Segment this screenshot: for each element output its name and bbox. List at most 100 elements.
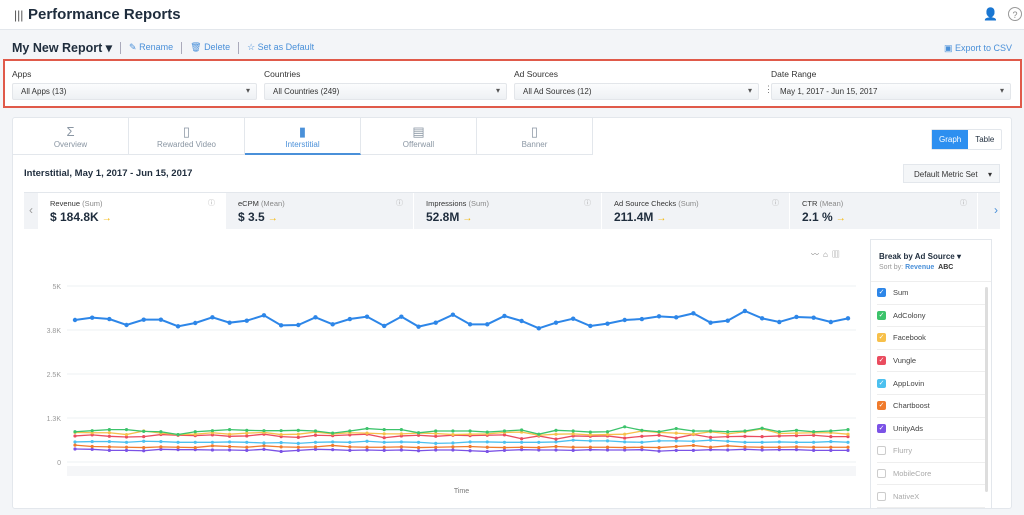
divider xyxy=(120,41,122,54)
data-point-facebook xyxy=(296,432,300,436)
sort-revenue[interactable]: Revenue xyxy=(905,264,935,271)
menu-icon[interactable]: ||| xyxy=(14,8,24,22)
tab-rewarded-video[interactable]: ▯ Rewarded Video xyxy=(129,118,245,155)
data-point-vungle xyxy=(73,434,77,438)
chevron-right-icon[interactable]: › xyxy=(994,203,998,217)
data-point-adcolony xyxy=(279,429,283,433)
data-point-vungle xyxy=(743,434,747,438)
data-point-sum xyxy=(124,322,129,328)
data-point-applovin xyxy=(468,440,472,444)
data-point-unityads xyxy=(365,448,369,452)
checkbox[interactable]: ✓ xyxy=(877,378,886,388)
info-icon[interactable]: ⓘ xyxy=(960,200,967,207)
data-point-facebook xyxy=(228,432,232,436)
data-point-adcolony xyxy=(193,430,197,434)
tab-overview[interactable]: Σ Overview xyxy=(13,118,129,155)
data-point-applovin xyxy=(726,439,730,443)
data-point-sum xyxy=(313,315,318,320)
checkbox[interactable]: ✓ xyxy=(877,401,886,411)
line-chart-icon[interactable]: 〰 xyxy=(811,250,823,259)
data-point-unityads xyxy=(279,449,283,454)
tab-banner[interactable]: ▯ Banner xyxy=(477,118,593,155)
delete-button[interactable]: 🗑 Delete xyxy=(190,42,231,52)
help-icon[interactable]: ? xyxy=(1008,7,1022,21)
legend-label: NativeX xyxy=(893,491,920,501)
data-point-facebook xyxy=(434,431,438,436)
checkbox[interactable]: ✓ xyxy=(877,423,886,433)
data-point-applovin xyxy=(279,441,283,445)
data-point-chartboost xyxy=(296,445,300,449)
legend-item-mobilecore[interactable]: MobileCore xyxy=(877,463,985,486)
date-range-select[interactable]: May 1, 2017 - Jun 15, 2017 xyxy=(771,83,1011,100)
metric-card-ecpm[interactable]: eCPM (Mean) $ 3.5 → ⓘ xyxy=(226,193,414,230)
bar-chart-icon[interactable]: ▥ xyxy=(831,250,844,259)
checkbox[interactable]: ✓ xyxy=(877,310,886,320)
data-point-chartboost xyxy=(537,445,541,450)
table-button[interactable]: Table xyxy=(975,135,995,144)
set-default-button[interactable]: ☆ Set as Default xyxy=(247,42,315,52)
legend-item-vungle[interactable]: ✓ Vungle xyxy=(877,350,985,373)
scrollbar[interactable] xyxy=(985,287,988,492)
checkbox[interactable]: ✓ xyxy=(877,333,886,343)
info-icon[interactable]: ⓘ xyxy=(396,200,403,207)
ad-sources-select[interactable]: All Ad Sources (12) xyxy=(514,83,759,100)
tab-interstitial[interactable]: ▮ Interstitial xyxy=(245,118,361,155)
tab-label: Interstitial xyxy=(285,140,320,149)
drag-handle-icon[interactable]: ⋮ xyxy=(764,84,773,94)
legend-item-sum[interactable]: ✓ Sum xyxy=(877,282,985,305)
tab-offerwall[interactable]: ▤ Offerwall xyxy=(361,118,477,155)
data-point-sum xyxy=(605,321,610,326)
area-chart-icon[interactable]: ⌂ xyxy=(823,250,832,259)
data-point-applovin xyxy=(210,440,215,444)
user-icon[interactable]: 👤 xyxy=(983,7,998,21)
metric-card-revenue[interactable]: Revenue (Sum) $ 184.8K → ⓘ xyxy=(38,193,226,230)
legend-item-adcolony[interactable]: ✓ AdColony xyxy=(877,305,985,328)
checkbox[interactable] xyxy=(877,491,886,501)
data-point-facebook xyxy=(279,432,283,437)
metric-card-impressions[interactable]: Impressions (Sum) 52.8M → ⓘ xyxy=(414,193,602,230)
apps-select[interactable]: All Apps (13) xyxy=(12,83,257,100)
data-point-unityads xyxy=(623,448,627,452)
legend-item-applovin[interactable]: ✓ AppLovin xyxy=(877,372,985,395)
legend-item-flurry[interactable]: Flurry xyxy=(877,440,985,463)
metric-card-ctr[interactable]: CTR (Mean) 2.1 % → ⓘ xyxy=(790,193,978,230)
sort-abc[interactable]: ABC xyxy=(938,264,954,271)
checkbox[interactable] xyxy=(877,469,886,479)
data-point-adcolony xyxy=(382,428,386,432)
info-icon[interactable]: ⓘ xyxy=(208,200,215,207)
checkbox[interactable]: ✓ xyxy=(877,356,886,366)
legend-item-facebook[interactable]: ✓ Facebook xyxy=(877,327,985,350)
data-point-adcolony xyxy=(485,430,489,434)
break-by-dropdown[interactable]: Break by Ad Source ▾ xyxy=(879,252,961,261)
filter-label: Apps xyxy=(12,69,32,79)
rename-button[interactable]: ✎ Rename xyxy=(129,42,174,52)
data-point-chartboost xyxy=(794,445,799,449)
export-csv-button[interactable]: ▣ Export to CSV xyxy=(943,43,1012,53)
data-point-adcolony xyxy=(812,430,816,434)
legend-item-nativex[interactable]: NativeX xyxy=(877,485,985,508)
data-point-adcolony xyxy=(657,430,661,434)
data-point-vungle xyxy=(812,433,816,437)
series-line-vungle xyxy=(74,433,848,440)
checkbox[interactable] xyxy=(877,446,886,456)
graph-button[interactable]: Graph xyxy=(932,130,969,149)
data-point-sum xyxy=(553,320,559,325)
metric-set-select[interactable]: Default Metric Set ▾ xyxy=(903,164,1000,183)
data-point-adcolony xyxy=(760,426,764,430)
data-point-applovin xyxy=(399,440,403,444)
legend-item-unityads[interactable]: ✓ UnityAds xyxy=(877,418,985,441)
info-icon[interactable]: ⓘ xyxy=(772,200,779,207)
metric-card-ad-source-checks[interactable]: Ad Source Checks (Sum) 211.4M → ⓘ xyxy=(602,193,790,230)
report-name-dropdown[interactable]: My New Report ▾ xyxy=(12,41,113,55)
countries-select[interactable]: All Countries (249) xyxy=(264,83,507,100)
metric-value: $ 184.8K → xyxy=(50,210,213,224)
data-point-sum xyxy=(777,319,782,325)
data-point-unityads xyxy=(262,447,266,451)
legend-item-chartboost[interactable]: ✓ Chartboost xyxy=(877,395,985,418)
checkbox[interactable]: ✓ xyxy=(877,288,886,298)
info-icon[interactable]: ⓘ xyxy=(584,200,591,207)
series-line-facebook xyxy=(74,428,849,436)
chevron-left-icon[interactable]: ‹ xyxy=(29,203,33,217)
data-point-unityads xyxy=(743,447,747,451)
metric-label: eCPM (Mean) xyxy=(238,199,401,208)
